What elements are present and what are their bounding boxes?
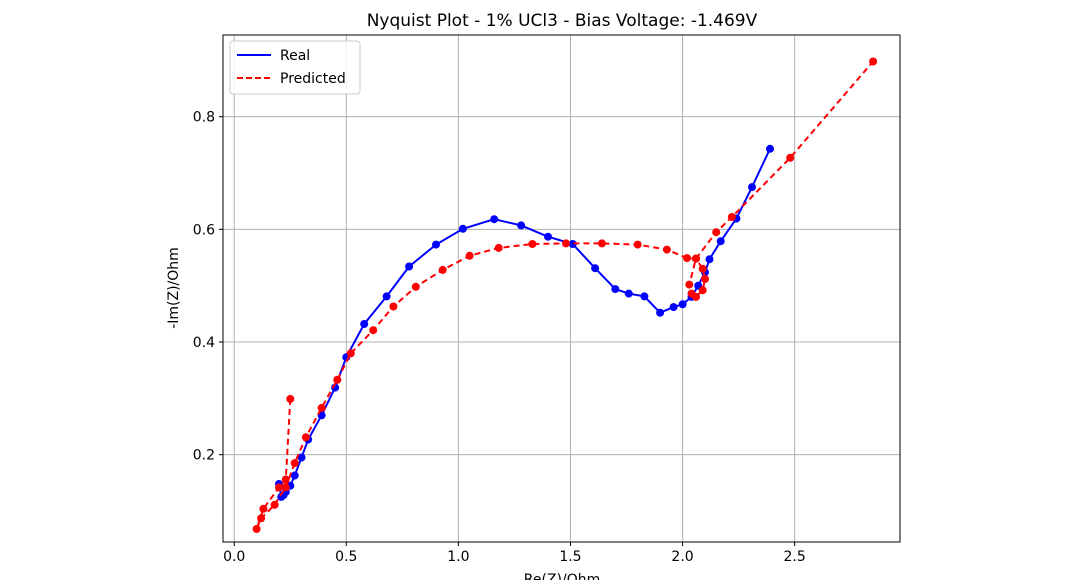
series-layer bbox=[252, 57, 878, 533]
data-point-real bbox=[611, 285, 620, 294]
y-axis-label: -Im(Z)/Ohm bbox=[166, 247, 182, 329]
x-tick-label: 0.0 bbox=[223, 549, 245, 565]
data-point-real bbox=[360, 320, 369, 328]
data-point-real bbox=[656, 308, 665, 317]
series-line-predicted bbox=[255, 60, 874, 530]
data-point-predicted bbox=[869, 57, 878, 66]
data-point-predicted bbox=[685, 280, 694, 289]
data-point-predicted bbox=[698, 286, 707, 295]
data-point-predicted bbox=[562, 239, 570, 248]
data-point-predicted bbox=[252, 525, 261, 533]
x-tick-label: 1.5 bbox=[559, 549, 581, 565]
data-point-real bbox=[669, 303, 678, 312]
data-point-predicted bbox=[712, 228, 721, 237]
y-tick-label: 0.4 bbox=[193, 335, 215, 351]
data-point-predicted bbox=[727, 213, 736, 221]
data-point-predicted bbox=[259, 504, 268, 513]
data-point-predicted bbox=[281, 475, 290, 484]
data-point-predicted bbox=[494, 243, 503, 252]
data-point-real bbox=[568, 240, 577, 248]
data-point-real bbox=[766, 144, 774, 153]
data-point-real bbox=[591, 264, 600, 273]
series-line-real bbox=[278, 148, 771, 498]
data-point-predicted bbox=[786, 153, 795, 162]
data-point-predicted bbox=[692, 254, 700, 263]
data-point-predicted bbox=[687, 289, 696, 298]
data-point-predicted bbox=[701, 274, 709, 283]
chart-title: Nyquist Plot - 1% UCl3 - Bias Voltage: -… bbox=[367, 11, 758, 31]
data-point-predicted bbox=[633, 240, 642, 249]
data-point-predicted bbox=[270, 500, 279, 509]
y-tick-label: 0.2 bbox=[193, 448, 215, 464]
data-point-predicted bbox=[528, 240, 537, 248]
plot-frame bbox=[222, 34, 901, 543]
x-tick-label: 1.0 bbox=[447, 549, 469, 565]
data-point-real bbox=[458, 224, 467, 233]
data-point-predicted bbox=[438, 265, 447, 274]
legend-label-real: Real bbox=[280, 48, 310, 64]
y-tick-label: 0.6 bbox=[193, 222, 215, 238]
data-point-predicted bbox=[301, 433, 310, 442]
ticks: 0.0 0.5 1.0 1.5 2.0 2.5 0.2 0.4 0.6 0.8 bbox=[193, 110, 806, 565]
data-point-predicted bbox=[317, 403, 326, 412]
data-point-predicted bbox=[290, 459, 299, 468]
data-point-predicted bbox=[275, 483, 283, 492]
legend: Real Predicted bbox=[229, 40, 361, 95]
data-point-real bbox=[716, 237, 725, 246]
data-point-real bbox=[290, 471, 299, 480]
data-point-predicted bbox=[465, 251, 474, 260]
x-tick-label: 2.0 bbox=[671, 549, 693, 565]
data-point-real bbox=[544, 232, 552, 241]
data-point-real bbox=[432, 240, 440, 249]
data-point-real bbox=[678, 300, 687, 309]
data-point-real bbox=[624, 289, 633, 298]
data-point-real bbox=[490, 215, 499, 224]
data-point-predicted bbox=[257, 514, 266, 523]
legend-label-predicted: Predicted bbox=[280, 71, 346, 87]
data-point-real bbox=[640, 292, 649, 301]
data-point-real bbox=[382, 292, 391, 301]
data-point-predicted bbox=[597, 239, 606, 248]
data-point-real bbox=[705, 255, 714, 264]
y-tick-label: 0.8 bbox=[193, 110, 215, 126]
data-point-real bbox=[405, 262, 414, 271]
data-point-predicted bbox=[286, 394, 295, 403]
data-point-predicted bbox=[333, 375, 342, 384]
data-point-real bbox=[748, 183, 756, 192]
x-axis-label: Re(Z)/Ohm bbox=[524, 572, 600, 580]
x-tick-label: 0.5 bbox=[335, 549, 357, 565]
data-point-real bbox=[517, 221, 526, 230]
data-point-real bbox=[297, 453, 306, 462]
data-point-predicted bbox=[662, 245, 671, 254]
grid bbox=[223, 35, 900, 542]
data-point-predicted bbox=[281, 483, 290, 492]
x-tick-label: 2.5 bbox=[784, 549, 806, 565]
data-point-predicted bbox=[683, 254, 691, 263]
data-point-predicted bbox=[389, 302, 398, 311]
data-point-predicted bbox=[411, 282, 420, 291]
data-point-predicted bbox=[698, 264, 707, 273]
data-point-predicted bbox=[369, 326, 378, 335]
data-point-predicted bbox=[346, 349, 355, 358]
